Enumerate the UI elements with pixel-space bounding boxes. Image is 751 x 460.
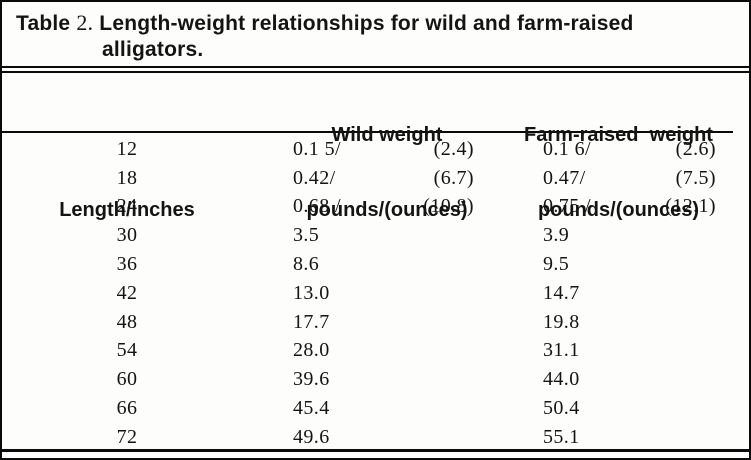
table-row: 54 28.0 31.1: [2, 337, 749, 366]
column-header-farm-line2: pounds/(ounces): [537, 199, 700, 221]
length-cell: 12: [116, 137, 138, 160]
farm-weight-cell: 9.5: [522, 253, 749, 276]
column-header-length: Length/inches: [2, 148, 252, 273]
table-row: 72 49.6 55.1: [2, 423, 749, 452]
double-rule-divider: [2, 66, 749, 73]
table-title-line1: Table 2. Length-weight relationships for…: [16, 10, 735, 37]
wild-weight-cell: 0.68 / (10.8): [252, 195, 522, 218]
table-title: Table 2. Length-weight relationships for…: [2, 2, 749, 63]
wild-weight-cell: 45.4: [252, 397, 522, 420]
wild-pounds-value: 17.7: [293, 310, 330, 333]
length-cell: 24: [116, 195, 138, 218]
farm-pounds-value: 14.7: [543, 281, 580, 304]
wild-pounds-value: 0.68 /: [293, 195, 341, 218]
length-cell: 18: [116, 166, 138, 189]
table-title-text: Length-weight relationships for wild and…: [99, 12, 634, 35]
farm-ounces-value: (7.5): [675, 166, 716, 189]
wild-weight-cell: 28.0: [252, 339, 522, 362]
wild-pounds-value: 49.6: [293, 425, 330, 448]
table-row: 24 0.68 / (10.8) 0.75 / (12.1): [2, 193, 749, 222]
farm-pounds-value: 44.0: [543, 368, 580, 391]
farm-pounds-value: 0.75 /: [543, 195, 591, 218]
farm-pounds-value: 50.4: [543, 397, 580, 420]
column-header-wild-line1: Wild weight: [331, 124, 443, 146]
farm-pounds-value: 9.5: [543, 253, 570, 276]
wild-weight-cell: 39.6: [252, 368, 522, 391]
length-cell: 30: [116, 224, 138, 247]
column-header-farm-line1: Farm-raised weight: [524, 124, 713, 146]
wild-weight-cell: 8.6: [252, 253, 522, 276]
farm-weight-cell: 19.8: [522, 311, 749, 334]
table-row: 66 45.4 50.4: [2, 394, 749, 423]
table-row: 48 17.7 19.8: [2, 308, 749, 337]
wild-weight-cell: 3.5: [252, 224, 522, 247]
wild-weight-cell: 0.42/ (6.7): [252, 167, 522, 190]
wild-weight-cell: 0.1 5/ (2.4): [252, 138, 522, 161]
wild-pounds-value: 39.6: [293, 368, 330, 391]
wild-pounds-value: 13.0: [293, 281, 330, 304]
column-header-farm: Farm-raised weight pounds/(ounces): [522, 73, 749, 273]
farm-pounds-value: 0.1 6/: [543, 137, 591, 160]
wild-ounces-value: (6.7): [433, 166, 474, 189]
farm-weight-cell: 0.47/ (7.5): [522, 167, 749, 190]
farm-weight-cell: 44.0: [522, 368, 749, 391]
table-row: 60 39.6 44.0: [2, 365, 749, 394]
farm-weight-cell: 3.9: [522, 224, 749, 247]
wild-weight-cell: 13.0: [252, 282, 522, 305]
table-number: 2.: [76, 10, 94, 35]
farm-ounces-value: (12.1): [665, 195, 716, 218]
table-body: 12 0.1 5/ (2.4) 0.1 6/ (2.6) 18: [2, 135, 749, 452]
wild-pounds-value: 0.42/: [293, 166, 336, 189]
farm-ounces-value: (2.6): [675, 137, 716, 160]
farm-weight-cell: 0.1 6/ (2.6): [522, 138, 749, 161]
column-header-length-line1: Length/inches: [59, 199, 195, 221]
table-row: 18 0.42/ (6.7) 0.47/ (7.5): [2, 164, 749, 193]
table-row: 30 3.5 3.9: [2, 221, 749, 250]
wild-ounces-value: (10.8): [423, 195, 474, 218]
length-cell: 54: [116, 339, 138, 362]
farm-weight-cell: 31.1: [522, 339, 749, 362]
farm-pounds-value: 3.9: [543, 224, 570, 247]
farm-pounds-value: 0.47/: [543, 166, 586, 189]
table-title-line2: alligators.: [102, 38, 204, 61]
wild-weight-cell: 17.7: [252, 311, 522, 334]
table-row: 36 8.6 9.5: [2, 250, 749, 279]
length-cell: 36: [116, 253, 138, 276]
wild-pounds-value: 45.4: [293, 397, 330, 420]
bottom-rule-divider: [2, 449, 749, 452]
table-header-row: Length/inches Wild weight pounds/(ounces…: [2, 73, 749, 221]
length-cell: 42: [116, 281, 138, 304]
wild-weight-cell: 49.6: [252, 426, 522, 449]
column-header-wild-line2: pounds/(ounces): [306, 199, 468, 221]
column-header-wild: Wild weight pounds/(ounces): [252, 73, 522, 273]
length-cell: 72: [116, 425, 138, 448]
wild-pounds-value: 3.5: [293, 224, 320, 247]
wild-pounds-value: 8.6: [293, 253, 320, 276]
header-rule-divider: [2, 131, 733, 133]
table-row: 12 0.1 5/ (2.4) 0.1 6/ (2.6): [2, 135, 749, 164]
farm-pounds-value: 55.1: [543, 425, 580, 448]
length-cell: 66: [116, 397, 138, 420]
wild-pounds-value: 0.1 5/: [293, 137, 341, 160]
farm-weight-cell: 0.75 / (12.1): [522, 195, 749, 218]
length-cell: 60: [116, 368, 138, 391]
farm-pounds-value: 31.1: [543, 339, 580, 362]
farm-weight-cell: 55.1: [522, 426, 749, 449]
farm-pounds-value: 19.8: [543, 310, 580, 333]
length-cell: 48: [116, 310, 138, 333]
farm-weight-cell: 50.4: [522, 397, 749, 420]
wild-ounces-value: (2.4): [433, 137, 474, 160]
farm-weight-cell: 14.7: [522, 282, 749, 305]
table-label: Table: [16, 12, 71, 35]
table-row: 42 13.0 14.7: [2, 279, 749, 308]
wild-pounds-value: 28.0: [293, 339, 330, 362]
